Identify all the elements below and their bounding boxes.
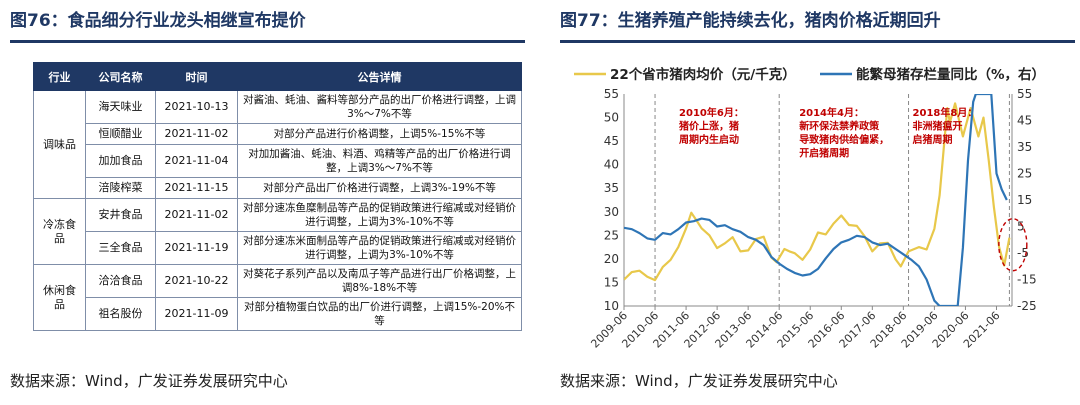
pork-price-sow-chart: 10 15 20 25 30 35 40 45 50 55 -25 -15 -5 5 15 25 35 45 55 2… <box>574 66 1045 351</box>
company-cell: 洽洽食品 <box>85 264 156 298</box>
date-cell: 2021-10-13 <box>155 90 238 124</box>
annotation-text: 2010年6月： <box>679 106 744 119</box>
header-company: 公司名称 <box>85 62 156 91</box>
date-cell: 2021-11-15 <box>155 177 238 199</box>
detail-cell: 对葵花子系列产品以及南瓜子等产品进行出厂价格调整，上调8%-18%不等 <box>237 264 522 298</box>
date-cell: 2021-11-02 <box>155 123 238 145</box>
industry-cell: 调味品 <box>33 90 86 199</box>
y-right-tick-label: -15 <box>1017 273 1037 287</box>
y-left-tick-label: 30 <box>604 205 619 219</box>
company-cell: 祖名股份 <box>85 297 156 331</box>
price-hike-table: 行业 公司名称 时间 公告详情 调味品 海天味业 2021-10-13 对酱油、蚝油、… <box>33 62 522 331</box>
annotation-text: 2018年8月： <box>913 106 978 119</box>
y-left-tick-label: 10 <box>604 299 619 313</box>
table-row: 冷冻食品 安井食品 2021-11-02 对部分速冻鱼糜制品等产品的促销政策进行缩减或… <box>33 198 522 265</box>
legend-label-pork-price: 22个省市猪肉均价（元/千克） <box>610 66 796 83</box>
y-left-tick-label: 20 <box>604 252 619 266</box>
industry-cell: 冷冻食品 <box>33 198 86 265</box>
y-right-tick-label: 25 <box>1017 167 1032 181</box>
company-cell: 加加食品 <box>85 144 156 178</box>
y-right-tick-label: -5 <box>1017 246 1029 260</box>
company-cell: 安井食品 <box>85 198 156 232</box>
company-cell: 恒顺醋业 <box>85 123 156 145</box>
annotation-text: 导致猪肉供给偏紧， <box>799 133 889 146</box>
annotation-text: 启猪周期 <box>913 133 953 146</box>
y-right-tick-label: 35 <box>1017 140 1032 154</box>
left-source-note: 数据来源：Wind，广发证券发展研究中心 <box>10 372 288 390</box>
date-cell: 2021-11-04 <box>155 144 238 178</box>
header-date: 时间 <box>155 62 238 91</box>
y-left-tick-label: 45 <box>604 134 619 148</box>
annotation-text: 非洲猪瘟开 <box>913 120 963 133</box>
detail-cell: 对部分速冻鱼糜制品等产品的促销政策进行缩减或对经销价进行调整，上调为3%-10%… <box>237 198 522 232</box>
detail-cell: 对酱油、蚝油、酱料等部分产品的出厂价格进行调整，上调3%～7%不等 <box>237 90 522 124</box>
right-source-note: 数据来源：Wind，广发证券发展研究中心 <box>560 372 838 390</box>
pork-price-line <box>624 102 1011 282</box>
detail-cell: 对部分速冻米面制品等产品的促销政策进行缩减或对经销价进行调整，上调为3%-10%… <box>237 231 522 265</box>
detail-cell: 对部分产品进行价格调整，上调5%-15%不等 <box>237 123 522 145</box>
y-left-tick-label: 50 <box>604 111 619 125</box>
industry-cell: 休闲食品 <box>33 264 86 331</box>
y-right-tick-label: 15 <box>1017 193 1032 207</box>
highlight-circle <box>998 218 1028 272</box>
header-detail: 公告详情 <box>237 62 522 91</box>
table-header-row: 行业 公司名称 时间 公告详情 <box>33 62 522 91</box>
annotation-text: 新环保法禁养政策 <box>799 120 880 133</box>
right-figure-title: 图77：生猪养殖产能持续去化，猪肉价格近期回升 <box>560 11 941 31</box>
left-figure-title: 图76：食品细分行业龙头相继宣布提价 <box>10 11 306 31</box>
y-right-tick-label: 55 <box>1017 87 1032 101</box>
y-left-tick-label: 15 <box>604 275 619 289</box>
y-left-tick-label: 25 <box>604 228 619 242</box>
annotation-text: 开启猪周期 <box>799 147 849 160</box>
y-left-tick-label: 40 <box>604 158 619 172</box>
right-title-rule <box>560 40 1075 43</box>
table-row: 调味品 海天味业 2021-10-13 对酱油、蚝油、酱料等部分产品的出厂价格进行调整… <box>33 90 522 199</box>
y-left-tick-label: 35 <box>604 181 619 195</box>
y-left-tick-label: 55 <box>604 87 619 101</box>
detail-cell: 对部分产品出厂价格进行调整，上调3%-19%不等 <box>237 177 522 199</box>
left-title-rule <box>10 40 525 43</box>
date-cell: 2021-11-19 <box>155 231 238 265</box>
table-row: 三全食品 2021-11-19 对部分速冻米面制品等产品的促销政策进行缩减或对经销价… <box>34 231 522 265</box>
y-right-tick-label: 5 <box>1017 220 1025 234</box>
table-row: 祖名股份 2021-11-09 对部分植物蛋白饮品的出厂价进行调整，上调15%-20… <box>34 297 522 331</box>
company-cell: 涪陵榨菜 <box>85 177 156 199</box>
annotation-text: 周期内生启动 <box>679 133 739 146</box>
sow-inventory-yoy-line <box>624 94 1008 306</box>
date-cell: 2021-10-22 <box>155 264 238 298</box>
legend-label-sow: 能繁母猪存栏量同比（%，右） <box>856 66 1045 83</box>
company-cell: 三全食品 <box>85 231 156 265</box>
table-row: 休闲食品 洽洽食品 2021-10-22 对葵花子系列产品以及南瓜子等产品进行出厂价格… <box>33 264 522 331</box>
detail-cell: 对部分植物蛋白饮品的出厂价进行调整，上调15%-20%不等 <box>237 297 522 331</box>
table-row: 涪陵榨菜 2021-11-15 对部分产品出厂价格进行调整，上调3%-19%不等 <box>34 177 522 199</box>
y-right-tick-label: 45 <box>1017 114 1032 128</box>
company-cell: 海天味业 <box>85 90 156 124</box>
header-industry: 行业 <box>33 62 86 91</box>
detail-cell: 对加加酱油、蚝油、料酒、鸡精等产品的出厂价格进行调整，上调3%～7%不等 <box>237 144 522 178</box>
table-row: 加加食品 2021-11-04 对加加酱油、蚝油、料酒、鸡精等产品的出厂价格进行调整… <box>34 144 522 178</box>
table-row: 恒顺醋业 2021-11-02 对部分产品进行价格调整，上调5%-15%不等 <box>34 123 522 145</box>
y-right-tick-label: -25 <box>1017 299 1037 313</box>
annotation-text: 2014年4月： <box>799 106 864 119</box>
date-cell: 2021-11-02 <box>155 198 238 232</box>
date-cell: 2021-11-09 <box>155 297 238 331</box>
annotation-text: 猪价上涨，猪 <box>678 120 739 133</box>
